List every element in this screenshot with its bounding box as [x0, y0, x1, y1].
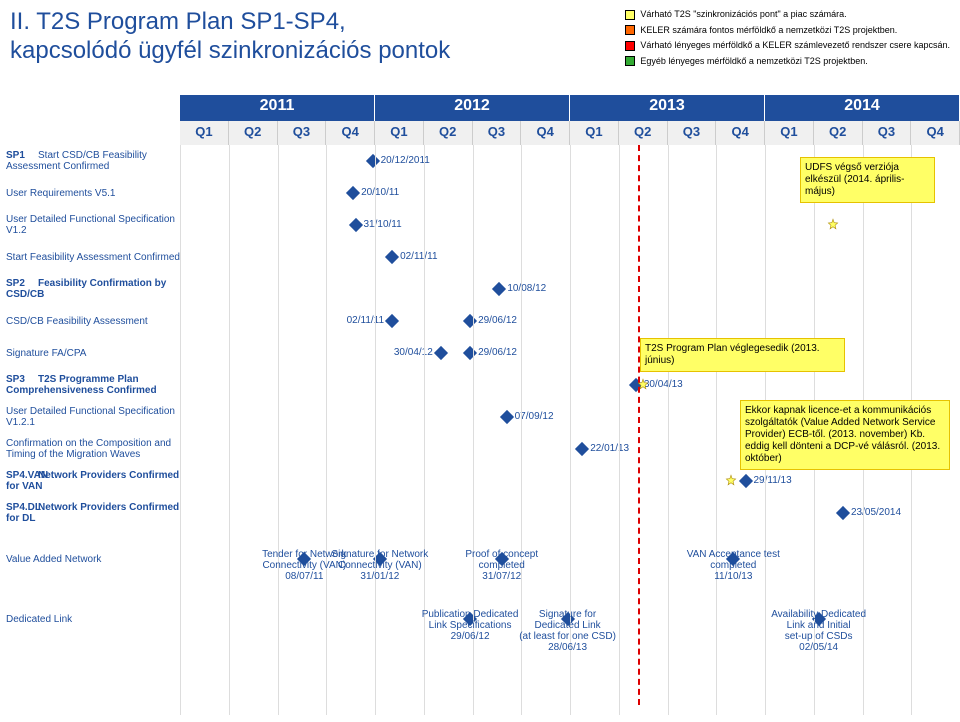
row-label: User Requirements V5.1 [0, 188, 180, 199]
quarter-cell: Q1 [180, 121, 229, 145]
row-label: Value Added Network [0, 554, 180, 565]
milestone-diamond [492, 282, 506, 296]
gridline [278, 145, 279, 715]
milestone-label: 20/12/2011 [381, 156, 430, 166]
milestone-label: 23/05/2014 [851, 508, 901, 518]
milestone-diamond [385, 314, 399, 328]
row-label: SP4.DLNetwork Providers Confirmed for DL [0, 502, 180, 524]
quarter-cell: Q2 [619, 121, 668, 145]
milestone-diamond [348, 218, 362, 232]
year-cell: 2013 [570, 95, 765, 121]
timeline-label: Signature for NetworkConnectivity (VAN)3… [320, 549, 440, 582]
quarter-cell: Q2 [424, 121, 473, 145]
legend-swatch [625, 25, 635, 35]
milestone-label: 10/08/12 [507, 284, 546, 294]
callout-note: UDFS végső verziója elkészül (2014. ápri… [800, 157, 935, 203]
quarter-cell: Q1 [375, 121, 424, 145]
milestone-diamond [346, 186, 360, 200]
milestone-label: 29/11/13 [754, 476, 792, 486]
quarter-cell: Q3 [668, 121, 717, 145]
gridline [716, 145, 717, 715]
quarter-cell: Q1 [570, 121, 619, 145]
year-cell: 2011 [180, 95, 375, 121]
gridline [229, 145, 230, 715]
row-label: Signature FA/CPA [0, 348, 180, 359]
star-icon [826, 218, 840, 232]
row-label: SP4.VANNetwork Providers Confirmed for V… [0, 470, 180, 492]
quarter-cell: Q4 [911, 121, 960, 145]
quarter-cell: Q1 [765, 121, 814, 145]
quarter-bar: Q1Q2Q3Q4Q1Q2Q3Q4Q1Q2Q3Q4Q1Q2Q3Q4 [0, 121, 960, 145]
quarter-cell: Q3 [473, 121, 522, 145]
quarter-cell: Q3 [278, 121, 327, 145]
milestone-label: 22/01/13 [590, 444, 629, 454]
quarter-cell: Q4 [521, 121, 570, 145]
year-cell: 2014 [765, 95, 960, 121]
legend-text: Várható T2S "szinkronizációs pont" a pia… [640, 8, 846, 22]
quarter-cell: Q3 [863, 121, 912, 145]
timeline-label: Proof of conceptcompleted31/07/12 [442, 549, 562, 582]
quarter-cell: Q2 [814, 121, 863, 145]
callout-note: Ekkor kapnak licence-et a kommunikációs … [740, 400, 950, 470]
year-cell: 2012 [375, 95, 570, 121]
row-label: SP2Feasibility Confirmation by CSD/CB [0, 278, 180, 300]
row-label: User Detailed Functional Specification V… [0, 406, 180, 428]
legend: Várható T2S "szinkronizációs pont" a pia… [625, 8, 950, 70]
row-label: Start Feasibility Assessment Confirmed [0, 252, 180, 263]
milestone-label: 29/06/12 [478, 316, 517, 326]
quarter-cell: Q2 [229, 121, 278, 145]
milestone-diamond [463, 346, 477, 360]
timeline-label: Availability DedicatedLink and Initialse… [759, 609, 879, 653]
row-label: CSD/CB Feasibility Assessment [0, 316, 180, 327]
year-bar: 2011201220132014 [180, 95, 960, 121]
timeline-label: Signature forDedicated Link(at least for… [508, 609, 628, 653]
legend-text: Várható lényeges mérföldkő a KELER száml… [640, 39, 950, 53]
row-label: Dedicated Link [0, 614, 180, 625]
gridline [326, 145, 327, 715]
milestone-label: 02/11/11 [347, 316, 384, 326]
milestone-label: 30/04/12 [394, 348, 433, 358]
title-line2: kapcsolódó ügyfél szinkronizációs pontok [10, 37, 450, 66]
milestone-diamond [434, 346, 448, 360]
callout-note: T2S Program Plan véglegesedik (2013. jún… [640, 338, 845, 372]
legend-swatch [625, 10, 635, 20]
legend-swatch [625, 41, 635, 51]
milestone-diamond [738, 474, 752, 488]
gridline [375, 145, 376, 715]
milestone-label: 29/06/12 [478, 348, 517, 358]
milestone-label: 31/10/11 [364, 220, 402, 230]
row-label: Confirmation on the Composition and Timi… [0, 438, 180, 460]
milestone-diamond [575, 442, 589, 456]
milestone-diamond [836, 506, 850, 520]
timeline-label: VAN Acceptance testcompleted11/10/13 [673, 549, 793, 582]
quarter-cell: Q4 [716, 121, 765, 145]
milestone-label: 02/11/11 [400, 252, 437, 262]
legend-text: Egyéb lényeges mérföldkő a nemzetközi T2… [640, 55, 867, 69]
milestone-diamond [500, 410, 514, 424]
quarter-cell: Q4 [326, 121, 375, 145]
legend-swatch [625, 56, 635, 66]
row-label: SP1Start CSD/CB Feasibility Assessment C… [0, 150, 180, 172]
gridline [668, 145, 669, 715]
gridline [180, 145, 181, 715]
legend-text: KELER számára fontos mérföldkő a nemzetk… [640, 24, 897, 38]
title-line1: II. T2S Program Plan SP1-SP4, [10, 8, 450, 37]
row-label: SP3T2S Programme Plan Comprehensiveness … [0, 374, 180, 396]
current-date-line [638, 145, 640, 705]
milestone-diamond [463, 314, 477, 328]
star-icon [724, 474, 738, 488]
milestone-label: 20/10/11 [361, 188, 399, 198]
milestone-diamond [385, 250, 399, 264]
milestone-diamond [365, 154, 379, 168]
row-label: User Detailed Functional Specification V… [0, 214, 180, 236]
